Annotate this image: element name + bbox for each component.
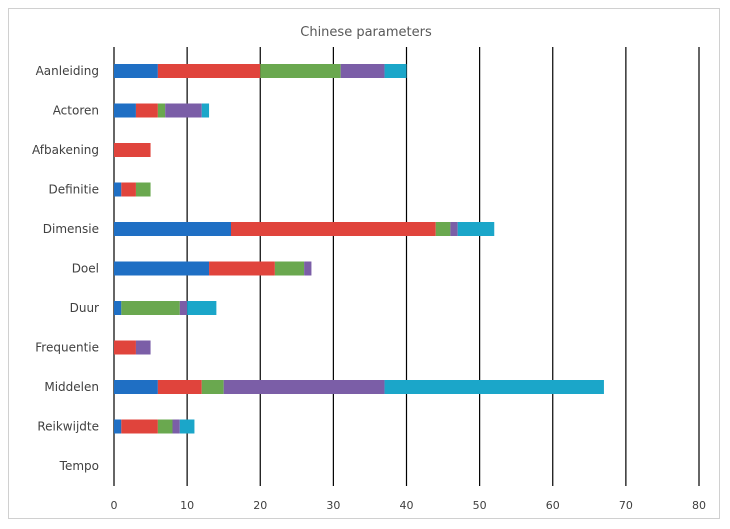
bar-segment bbox=[157, 380, 202, 394]
x-tick-label: 70 bbox=[619, 499, 633, 512]
x-tick-label: 50 bbox=[473, 499, 487, 512]
bar-segment bbox=[114, 64, 158, 78]
bar-segment bbox=[209, 261, 275, 276]
category-label: Actoren bbox=[53, 104, 99, 118]
category-label: Definitie bbox=[48, 183, 99, 197]
bar-segment bbox=[457, 222, 495, 236]
bar-segment bbox=[304, 261, 312, 276]
bar-segment bbox=[135, 340, 151, 355]
x-tick-labels: 0 10 20 30 40 50 60 70 80 bbox=[111, 499, 707, 512]
bar-segment bbox=[121, 419, 158, 434]
bar-segment bbox=[114, 182, 122, 197]
bars bbox=[114, 64, 604, 434]
x-tick-label: 20 bbox=[253, 499, 267, 512]
bar-segment bbox=[340, 64, 385, 78]
bar-segment bbox=[114, 261, 210, 276]
bar-segment bbox=[114, 222, 231, 236]
x-tick-label: 30 bbox=[326, 499, 340, 512]
bar-segment bbox=[114, 143, 151, 157]
bar-segment bbox=[157, 64, 261, 78]
bar-segment bbox=[231, 222, 436, 236]
category-label: Reikwijdte bbox=[37, 420, 99, 434]
x-tick-label: 10 bbox=[180, 499, 194, 512]
bar-segment bbox=[435, 222, 451, 236]
chart-container: Chinese parameters Aanleiding Actoren Afba… bbox=[8, 8, 720, 519]
chart-svg: Chinese parameters Aanleiding Actoren Afba… bbox=[32, 25, 707, 512]
gridlines bbox=[113, 47, 700, 486]
bar-segment bbox=[274, 261, 305, 276]
category-label: Middelen bbox=[44, 380, 99, 394]
category-label: Aanleiding bbox=[36, 64, 99, 78]
bar-segment bbox=[384, 64, 407, 78]
bar-segment bbox=[157, 103, 166, 118]
bar-segment bbox=[165, 103, 202, 118]
category-label: Duur bbox=[70, 301, 99, 315]
bar-segment bbox=[260, 64, 341, 78]
bar-segment bbox=[187, 301, 217, 315]
x-tick-label: 0 bbox=[111, 499, 118, 512]
bar-segment bbox=[384, 380, 604, 394]
bar-segment bbox=[114, 301, 122, 315]
category-label: Doel bbox=[72, 262, 99, 276]
category-label: Afbakening bbox=[32, 143, 99, 157]
bar-segment bbox=[450, 222, 458, 236]
bar-segment bbox=[114, 380, 158, 394]
bar-segment bbox=[114, 103, 136, 118]
bar-segment bbox=[172, 419, 180, 434]
bar-segment bbox=[201, 103, 210, 118]
bar-segment bbox=[135, 182, 151, 197]
bar-segment bbox=[114, 340, 136, 355]
bar-segment bbox=[179, 301, 188, 315]
category-label: Frequentie bbox=[35, 341, 99, 355]
x-tick-label: 40 bbox=[400, 499, 414, 512]
category-label: Tempo bbox=[59, 459, 99, 473]
chart-title: Chinese parameters bbox=[300, 25, 432, 40]
category-label: Dimensie bbox=[43, 222, 99, 236]
bar-segment bbox=[157, 419, 173, 434]
bar-segment bbox=[114, 419, 122, 434]
bar-segment bbox=[121, 301, 180, 315]
x-tick-label: 80 bbox=[692, 499, 706, 512]
x-tick-label: 60 bbox=[546, 499, 560, 512]
bar-segment bbox=[201, 380, 224, 394]
bar-segment bbox=[121, 182, 136, 197]
bar-segment bbox=[223, 380, 385, 394]
category-labels: Aanleiding Actoren Afbakening Definitie Dime… bbox=[32, 64, 99, 473]
bar-segment bbox=[179, 419, 195, 434]
bar-segment bbox=[135, 103, 158, 118]
